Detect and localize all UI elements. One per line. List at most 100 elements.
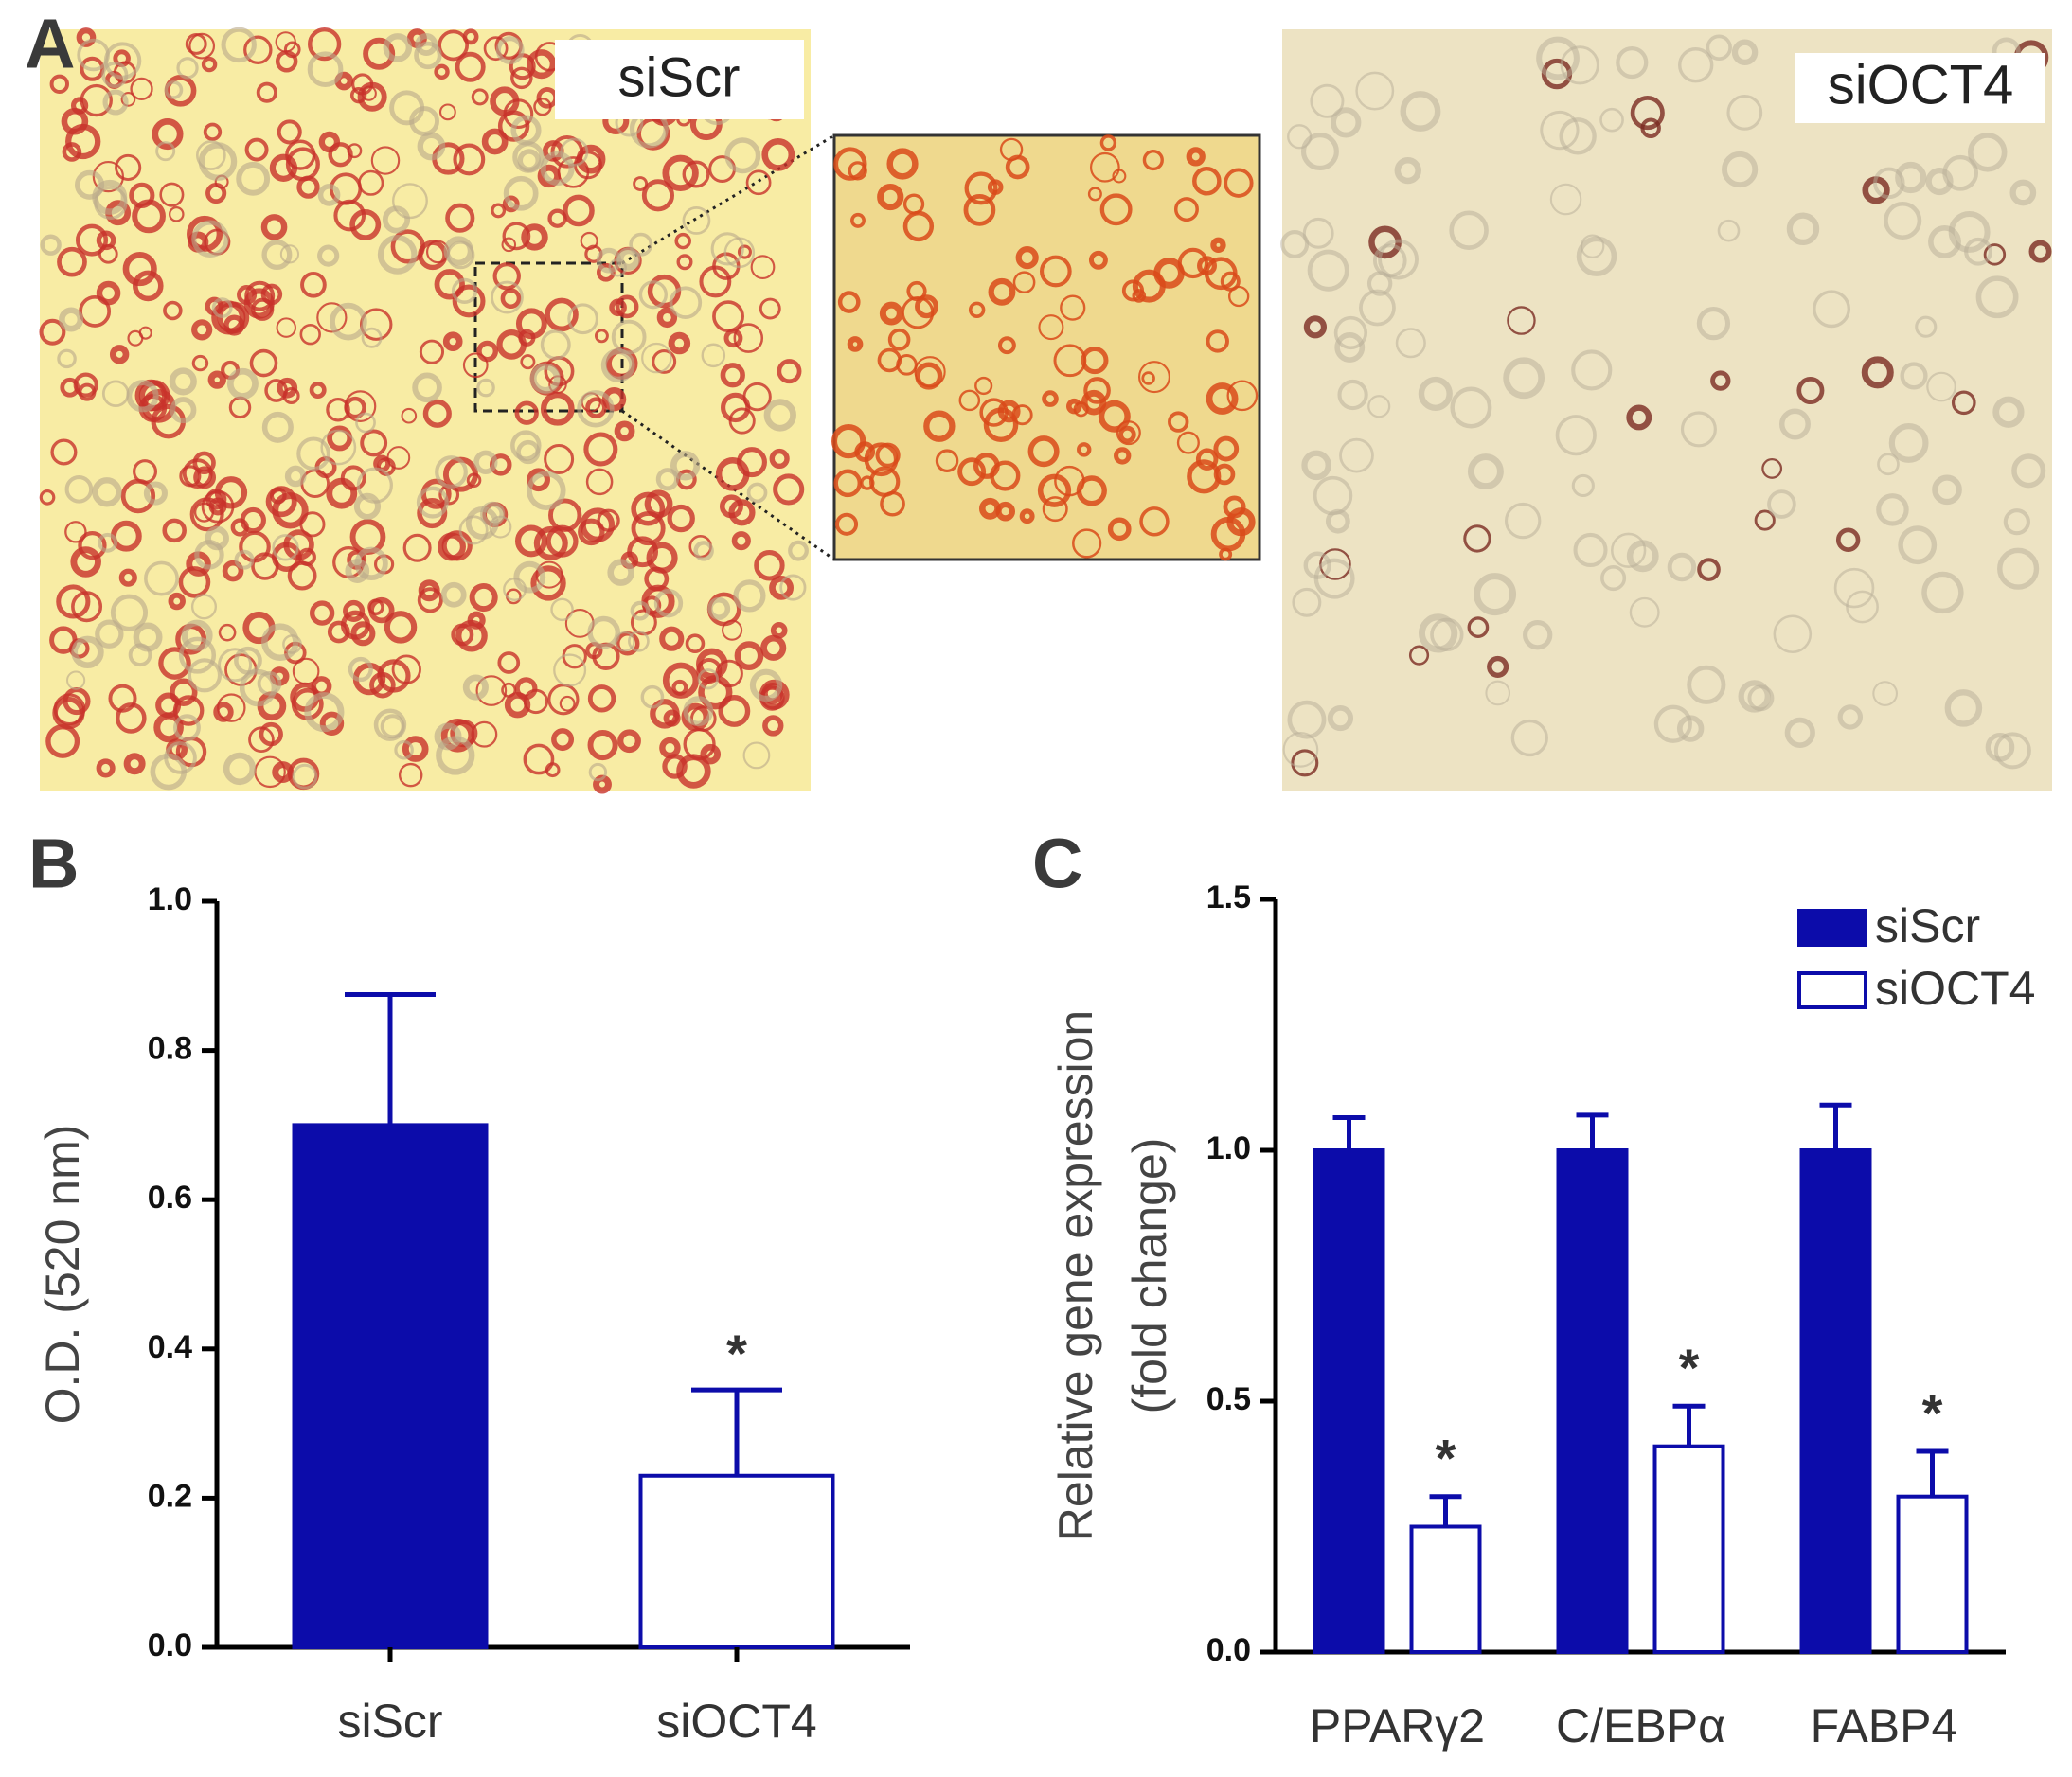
y-tick-label: 0.0 [148,1627,192,1663]
cell [455,619,488,652]
cell [668,331,691,355]
error-bar [1332,1115,1366,1150]
cell [1726,95,1763,131]
cell [762,715,784,737]
bar [1313,1148,1385,1654]
image-label: siOCT4 [1828,54,2014,116]
cell [1900,362,1928,390]
cell [1005,154,1030,180]
cell [164,80,184,99]
cell [402,533,432,562]
legend-swatch [1797,909,1867,947]
cell [721,392,751,423]
cell [1331,107,1362,138]
cell [178,566,211,598]
cell [1292,587,1322,617]
cell [1540,110,1580,151]
cell [676,254,693,271]
cell [769,575,795,600]
cell [1027,435,1060,468]
bar [1896,1494,1969,1654]
cell [475,675,508,706]
cell [1710,370,1731,391]
cell [1418,376,1453,411]
cell [906,280,927,302]
cell [974,376,993,396]
cell [1282,732,1319,768]
cell [1287,124,1313,150]
y-tick-label: 0.5 [1206,1381,1251,1417]
cell [958,389,981,412]
cell [214,476,248,509]
cell [1359,289,1396,327]
cell [469,583,498,613]
cell [1951,390,1976,416]
cell [585,397,607,418]
cell [1037,473,1072,507]
cell [1139,506,1170,537]
error-bar [1916,1448,1949,1497]
cell [587,684,616,713]
cell [540,391,575,426]
cell [1176,431,1200,454]
cell [122,251,157,287]
cell [389,90,425,126]
cell [659,626,685,651]
cell [437,532,466,561]
cell [615,294,639,319]
cell [533,525,568,560]
cell [1206,382,1239,415]
cell [1313,475,1353,516]
cell [915,294,939,319]
cell [1060,294,1086,321]
cell [667,504,695,533]
cell [540,329,571,361]
significance: * [1436,1428,1456,1487]
cell [452,284,486,318]
cell [516,439,541,465]
cell [1224,168,1254,198]
cell [1833,567,1875,609]
cell [710,232,744,266]
cell [296,436,330,471]
cell [1767,489,1796,519]
cell [902,210,935,242]
cell [1555,415,1597,456]
cell [317,184,341,206]
cell [309,381,327,399]
cell [652,349,677,374]
cell [1112,169,1127,184]
cell [886,148,919,180]
cell [307,51,344,88]
cell [491,203,507,219]
cell [458,515,489,545]
cell [299,511,326,538]
cell [1226,507,1256,537]
cell [1510,719,1548,757]
cell [205,525,229,551]
cell [521,223,548,251]
cell [126,380,159,413]
image-label: siScr [618,46,741,108]
cell [1337,379,1368,411]
cell [1928,225,1961,258]
cell [417,132,446,161]
cell [1549,183,1582,216]
cell [607,559,634,586]
cell [1992,396,2025,428]
cell [1626,540,1659,573]
cell [327,425,353,452]
cell [1571,473,1595,498]
cell [483,36,509,62]
cell [641,342,672,374]
cell [669,286,703,319]
cell [412,372,442,403]
cell [495,36,525,64]
cell [833,147,867,181]
cell [533,97,552,116]
cell [1083,377,1111,404]
panel-label: B [28,825,79,903]
cell [326,397,350,422]
cell [39,318,66,346]
y-tick-label: 1.0 [148,881,192,917]
